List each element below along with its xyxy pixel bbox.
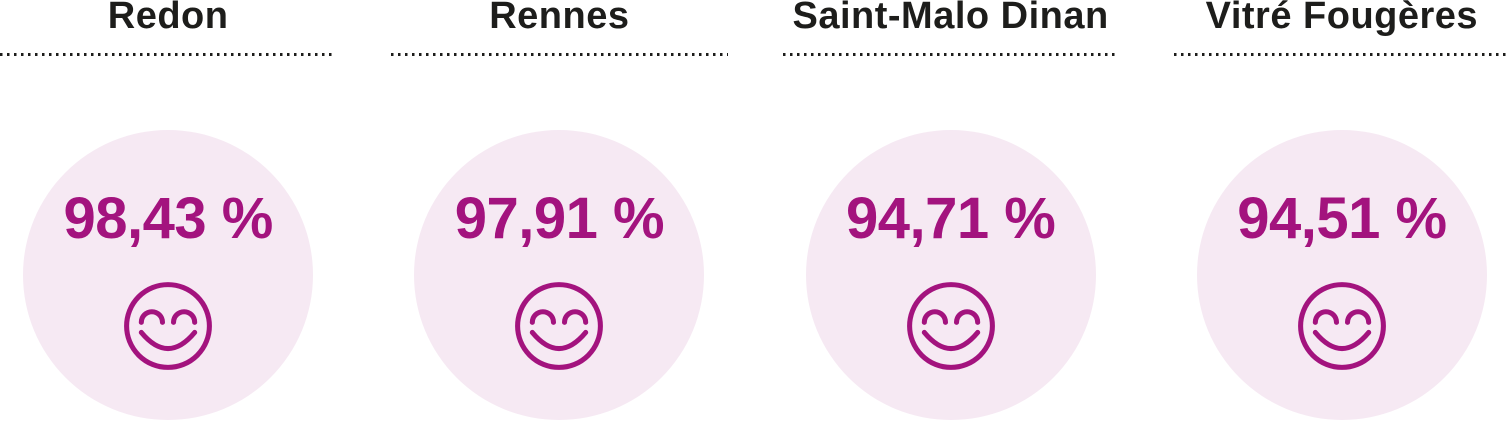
smiley-face-icon (124, 282, 213, 370)
smiley-face-icon (515, 282, 604, 370)
satisfaction-value: 94,71 % (845, 186, 1056, 251)
agency-card: Rennes 97,91 % (391, 0, 728, 427)
dotted-divider (0, 53, 337, 56)
agency-title: Rennes (489, 0, 630, 37)
satisfaction-circle: 94,51 % (1196, 130, 1487, 420)
dotted-divider (1173, 53, 1510, 56)
satisfaction-circle: 98,43 % (23, 130, 314, 420)
satisfaction-circle: 94,71 % (805, 130, 1096, 420)
agency-card: Vitré Fougères 94,51 % (1173, 0, 1510, 427)
smiley-face-icon (1297, 282, 1386, 370)
satisfaction-value: 94,51 % (1237, 186, 1447, 251)
agency-card: Redon 98,43 % (0, 0, 337, 427)
satisfaction-value: 98,43 % (63, 186, 273, 251)
satisfaction-value: 97,91 % (454, 186, 665, 251)
dotted-divider (782, 53, 1119, 56)
dotted-divider (391, 53, 728, 56)
smiley-face-icon (906, 282, 995, 370)
satisfaction-circle: 97,91 % (414, 130, 705, 420)
agency-title: Vitré Fougères (1205, 0, 1479, 37)
agency-title: Saint-Malo Dinan (792, 0, 1109, 37)
agency-title: Redon (107, 0, 229, 37)
agency-card: Saint-Malo Dinan 94,71 % (782, 0, 1119, 427)
